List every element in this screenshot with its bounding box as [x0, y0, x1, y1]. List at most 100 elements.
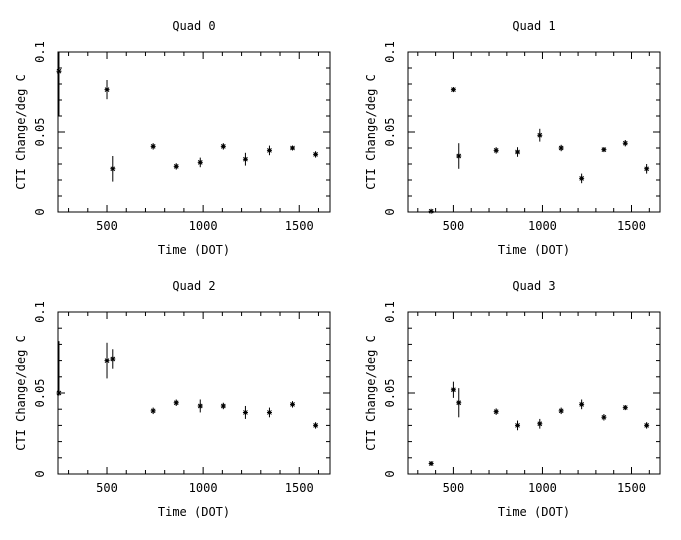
- star-marker: [242, 156, 248, 162]
- y-tick-label: 0.05: [383, 379, 397, 408]
- star-marker: [537, 132, 543, 138]
- star-marker: [428, 208, 434, 214]
- plot-frame: [407, 51, 661, 213]
- x-tick-label: 1500: [617, 219, 646, 233]
- star-marker: [104, 87, 110, 93]
- star-marker: [601, 147, 607, 153]
- x-axis-label: Time (DOT): [158, 243, 230, 257]
- y-tick-label: 0.1: [383, 41, 397, 63]
- x-tick-label: 1000: [528, 219, 557, 233]
- star-marker: [110, 166, 116, 172]
- star-marker: [173, 400, 179, 406]
- y-tick-label: 0.1: [33, 41, 47, 63]
- star-marker: [515, 422, 521, 428]
- star-marker: [220, 143, 226, 149]
- data-point: [220, 402, 226, 410]
- data-point: [493, 147, 499, 154]
- data-point: [428, 460, 434, 466]
- star-marker: [456, 153, 462, 159]
- star-marker: [110, 356, 116, 362]
- star-marker: [197, 403, 203, 409]
- x-axis-label: Time (DOT): [498, 505, 570, 519]
- star-marker: [622, 140, 628, 146]
- y-tick-label: 0: [383, 470, 397, 477]
- data-point: [622, 140, 628, 147]
- data-point: [104, 342, 110, 379]
- data-point: [220, 143, 226, 150]
- star-marker: [601, 414, 607, 420]
- panel-quad-2: Quad 2 Time (DOT) CTI Change/deg C 500 1000 1…: [14, 279, 331, 519]
- data-point: [56, 52, 62, 116]
- data-point: [515, 147, 521, 157]
- data-point: [290, 401, 296, 408]
- star-marker: [515, 149, 521, 155]
- data-point: [537, 418, 543, 429]
- data-point: [110, 349, 116, 369]
- data-point: [644, 164, 650, 174]
- data-point: [493, 408, 499, 415]
- star-marker: [56, 68, 62, 74]
- x-tick-label: 500: [96, 481, 118, 495]
- y-tick-label: 0: [383, 208, 397, 215]
- x-axis-label: Time (DOT): [158, 505, 230, 519]
- y-axis-label: CTI Change/deg C: [14, 74, 28, 190]
- data-point: [450, 381, 456, 398]
- star-marker: [220, 403, 226, 409]
- data-point: [313, 422, 319, 429]
- data-point: [601, 414, 607, 421]
- data-point: [428, 208, 434, 214]
- data-point: [537, 128, 543, 142]
- data-point: [290, 145, 296, 151]
- x-tick-label: 1500: [285, 219, 314, 233]
- star-marker: [450, 387, 456, 393]
- x-tick-label: 1500: [617, 481, 646, 495]
- y-axis-label: CTI Change/deg C: [14, 335, 28, 451]
- star-marker: [104, 358, 110, 364]
- data-point: [150, 407, 156, 415]
- star-marker: [266, 147, 272, 153]
- data-point: [579, 173, 585, 184]
- y-tick-label: 0: [33, 208, 47, 215]
- x-tick-label: 1000: [528, 481, 557, 495]
- star-marker: [150, 143, 156, 149]
- data-point: [558, 407, 564, 415]
- data-point: [197, 157, 203, 168]
- data-point: [242, 152, 248, 166]
- panel-quad-3: Quad 3 Time (DOT) CTI Change/deg C 500 1000 1…: [364, 279, 661, 519]
- star-marker: [313, 422, 319, 428]
- y-tick-label: 0: [33, 470, 47, 477]
- star-marker: [537, 421, 543, 427]
- star-marker: [290, 145, 296, 151]
- star-marker: [493, 409, 499, 415]
- x-tick-label: 1000: [189, 481, 218, 495]
- star-marker: [493, 147, 499, 153]
- data-point: [558, 144, 564, 152]
- star-marker: [622, 405, 628, 411]
- data-point: [104, 80, 110, 100]
- star-marker: [644, 422, 650, 428]
- y-tick-label: 0.05: [33, 118, 47, 147]
- star-marker: [450, 87, 456, 93]
- star-marker: [644, 166, 650, 172]
- chart-title: Quad 0: [172, 19, 215, 33]
- data-point: [266, 145, 272, 156]
- x-tick-label: 500: [443, 481, 465, 495]
- y-tick-label: 0.05: [33, 379, 47, 408]
- x-tick-label: 500: [443, 219, 465, 233]
- plot-frame: [57, 311, 331, 475]
- star-marker: [456, 400, 462, 406]
- data-point: [456, 143, 462, 169]
- data-point: [266, 407, 272, 418]
- data-point: [150, 143, 156, 150]
- chart-title: Quad 3: [512, 279, 555, 293]
- star-marker: [579, 401, 585, 407]
- data-point: [456, 388, 462, 418]
- x-tick-label: 1000: [189, 219, 218, 233]
- star-marker: [290, 401, 296, 407]
- data-point: [56, 341, 62, 396]
- star-marker: [242, 409, 248, 415]
- y-axis-label: CTI Change/deg C: [364, 74, 378, 190]
- x-axis-label: Time (DOT): [498, 243, 570, 257]
- x-tick-label: 1500: [285, 481, 314, 495]
